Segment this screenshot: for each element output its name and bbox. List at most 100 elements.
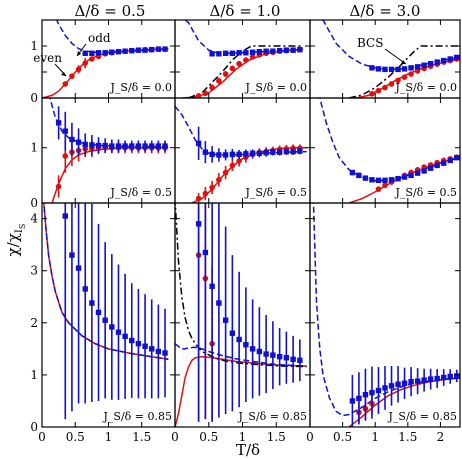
panel-0-0-label: J_S/δ = 0.0 <box>110 81 172 94</box>
panel-1-1-odd-point <box>290 149 295 154</box>
panel-0-0-even-point <box>62 81 68 87</box>
panel-2-2-odd-point <box>350 398 355 403</box>
panel-0-2-odd-point <box>376 66 381 71</box>
panel-1-2-odd-point <box>389 177 394 182</box>
panel-1-2-odd-point <box>369 177 374 182</box>
panel-0-0-odd-point <box>109 50 114 55</box>
panel-1-2-odd-point <box>428 165 433 170</box>
panel-2-0-y-tick-label: 2 <box>30 316 38 330</box>
panel-0-0-odd-point <box>156 46 161 51</box>
panel-1-0-even-point <box>56 184 62 190</box>
panel-1-1-odd-point <box>230 152 235 157</box>
panel-0-2-even-point <box>369 91 375 97</box>
panel-2-0-odd-point <box>136 341 141 346</box>
panel-2-1-odd-point <box>243 342 248 347</box>
panel-0-1-even-point <box>236 61 242 67</box>
panel-1-0-label: J_S/δ = 0.5 <box>110 186 172 199</box>
panel-2-1-x-tick-label: 0.5 <box>199 430 218 444</box>
panel-1-2-odd-point <box>421 168 426 173</box>
panel-1-0-y-tick-label: 0 <box>30 196 38 210</box>
panel-2-0-y-tick-label: 3 <box>30 264 38 278</box>
panel-2-1-odd-point <box>223 318 228 323</box>
panel-0-0-odd-point <box>142 47 147 52</box>
panel-0-2-even-point <box>389 81 395 87</box>
panel-2-0-y-tick-label: 1 <box>30 368 38 382</box>
panel-2-2-odd-point <box>363 392 368 397</box>
panel-1-0-odd-point <box>162 143 167 148</box>
panel-1-0-odd-point <box>76 140 81 145</box>
panel-2-2-x-tick-label: 0 <box>306 430 314 444</box>
panel-2-0-y-tick-label: 4 <box>30 212 38 226</box>
panel-0-1-odd-point <box>270 49 275 54</box>
panel-2-0-odd-point <box>122 334 127 339</box>
panel-1-2-odd-point <box>415 170 420 175</box>
panel-2-2-series-odd <box>313 198 460 416</box>
panel-2-2-odd-point <box>421 377 426 382</box>
panel-1-0-odd-point <box>142 143 147 148</box>
panel-2-1-x-tick-label: 1 <box>239 430 247 444</box>
panel-1-1-odd-point <box>284 149 289 154</box>
panel-0-1-odd-point <box>290 47 295 52</box>
svg-text:χ/χIS: χ/χIS <box>4 224 27 257</box>
panel-2-2-x-tick-label: 1 <box>371 430 379 444</box>
panel-2-0-x-tick-label: 1.5 <box>132 430 151 444</box>
panel-1-2-odd-point <box>356 173 361 178</box>
panel-2-2-odd-point <box>434 376 439 381</box>
column-title-0: Δ/δ = 0.5 <box>75 2 146 20</box>
panel-1-1-even-point <box>209 185 215 191</box>
panel-2-0-frame <box>42 203 175 427</box>
panel-1-1: J_S/δ = 0.5 <box>175 98 310 204</box>
panel-2-2-x-tick-label: 1.5 <box>398 430 417 444</box>
panel-1-2-odd-point <box>382 178 387 183</box>
panel-0-1-odd-point <box>277 48 282 53</box>
panel-2-0-odd-point <box>149 346 154 351</box>
panel-0-1-odd-point <box>284 47 289 52</box>
panel-0-1-even-point <box>223 71 229 77</box>
panel-0-1-odd-point <box>209 51 214 56</box>
panel-1-0-odd-point <box>136 143 141 148</box>
panel-1-2-odd-point <box>441 161 446 166</box>
panel-1-1-odd-point <box>250 151 255 156</box>
panel-2-2-odd-point <box>376 388 381 393</box>
y-axis-label: χ/χIS <box>4 224 27 257</box>
panel-2-2-x-tick-label: 0.5 <box>333 430 352 444</box>
panel-0-2-odd-point <box>369 65 374 70</box>
panel-2-1-odd-point <box>250 346 255 351</box>
panel-0-0-even-point <box>82 60 88 66</box>
panel-0-1-even-point <box>216 78 222 84</box>
panel-1-0-odd-point <box>109 143 114 148</box>
panel-0-2-odd-point <box>415 64 420 69</box>
panel-1-2-even-point <box>382 183 388 189</box>
panel-2-0-x-tick-label: 0.5 <box>66 430 85 444</box>
panel-2-0-x-tick-label: 0 <box>38 430 46 444</box>
panel-0-2-odd-point <box>402 66 407 71</box>
panel-1-1-label: J_S/δ = 0.5 <box>245 186 307 199</box>
panel-0-1-even-point <box>230 66 236 72</box>
panels: 0 1 J_S/δ = 0.0 J_S/δ = 0.0 J_S/δ = 0.0 0 1 J_S… <box>30 0 460 444</box>
panel-1-1-odd-point <box>277 149 282 154</box>
panel-2-2-odd-point <box>402 381 407 386</box>
panel-2-1-odd-point <box>284 355 289 360</box>
panel-0-1-odd-point <box>250 50 255 55</box>
panel-1-0-odd-point <box>122 143 127 148</box>
panel-2-1-odd-point <box>216 300 221 305</box>
panel-2-1-x-tick-label: 1.5 <box>267 430 286 444</box>
panel-2-1-odd-point <box>270 352 275 357</box>
panel-2-0-odd-point <box>116 329 121 334</box>
panel-2-2-plot-area <box>313 198 460 427</box>
y-axis-label-main: χ/χ <box>4 233 22 256</box>
annotation-even: even <box>33 51 62 65</box>
panel-1-1-odd-point <box>196 141 201 146</box>
panel-1-1-odd-point <box>209 152 214 157</box>
panel-0-1-odd-point <box>230 51 235 56</box>
panel-1-1-odd-point <box>243 151 248 156</box>
panel-1-2-odd-point <box>376 178 381 183</box>
panel-0-2-label: J_S/δ = 0.0 <box>395 81 457 94</box>
panel-1-1-even-point <box>196 196 202 202</box>
panel-2-0-y-tick-label: 0 <box>30 420 38 434</box>
panel-0-0-odd-point <box>129 48 134 53</box>
panel-2-0-odd-point <box>156 349 161 354</box>
y-axis-label-subsub: S <box>18 224 27 229</box>
panel-1-0-odd-point <box>83 142 88 147</box>
